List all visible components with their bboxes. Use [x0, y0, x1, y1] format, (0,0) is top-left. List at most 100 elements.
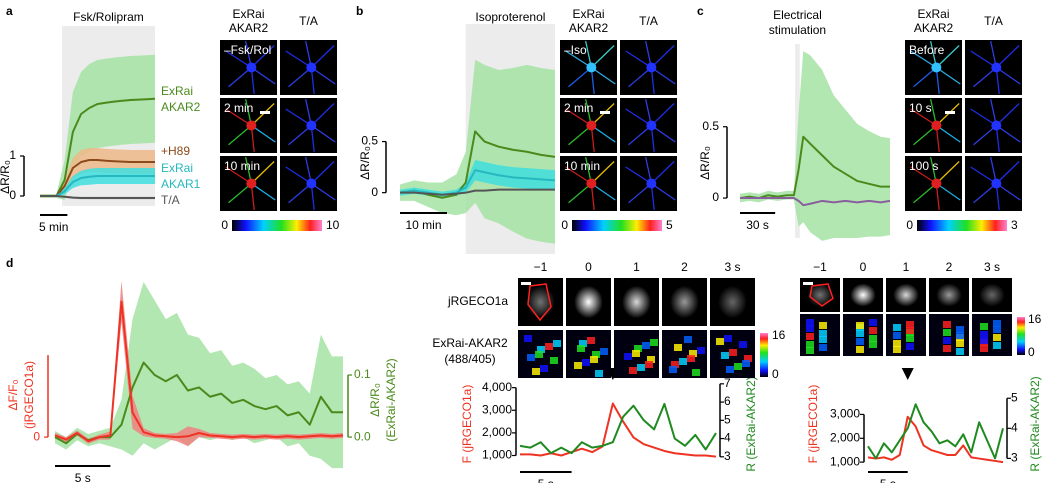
- ratio-pixel: [956, 326, 964, 333]
- ratio-pixel: [716, 338, 724, 345]
- data-line: [867, 403, 1004, 460]
- panel-letter: a: [6, 4, 13, 18]
- time-label: 1: [903, 260, 910, 274]
- row-label: jRGECO1a: [447, 294, 508, 308]
- neurite: [285, 108, 312, 127]
- ratio-pixel: [650, 339, 658, 346]
- colorbar: [232, 220, 322, 231]
- colorbar-label: 0: [906, 218, 913, 232]
- neurite: [625, 166, 652, 185]
- ratio-pixel: [869, 319, 877, 326]
- ratio-pixel: [724, 335, 732, 342]
- colorbar-label: 0: [221, 218, 228, 232]
- data-line: [520, 402, 717, 458]
- legend-label: +H89: [161, 144, 190, 158]
- colorbar-label: 16: [772, 328, 786, 342]
- colorbar: [1017, 317, 1025, 355]
- panel-letter: b: [356, 4, 363, 18]
- ratio-pixel: [697, 347, 705, 354]
- ratio-pixel: [595, 370, 603, 377]
- soma: [246, 120, 257, 131]
- soma: [931, 120, 942, 131]
- data-line: [739, 135, 890, 200]
- neurite: [590, 103, 615, 126]
- neurite: [910, 108, 937, 127]
- legend-label-line: AKAR2: [161, 100, 201, 114]
- ratio-pixel: [629, 367, 637, 374]
- error-band: [400, 159, 555, 198]
- soma: [246, 178, 257, 189]
- ratio-pixel: [943, 329, 951, 336]
- neurite: [935, 161, 960, 184]
- ratio-pixel: [869, 327, 877, 334]
- error-band: [740, 51, 890, 241]
- ratio-pixel: [806, 319, 814, 326]
- y-axis-label: ΔR/R₀: [358, 146, 372, 180]
- ratio-pixel: [721, 352, 729, 359]
- ratio-pixel: [856, 322, 864, 329]
- ratio-pixel: [906, 335, 914, 342]
- scale-bar-label: 5 s: [880, 477, 896, 483]
- tick-label: 0: [371, 185, 378, 199]
- column-header: ExRai AKAR2: [229, 7, 269, 35]
- y-axis-label-line: (jRGECO1a): [22, 361, 36, 429]
- ratio-pixel: [993, 342, 1001, 349]
- tick-label: 0.1: [354, 367, 371, 381]
- soma: [306, 120, 317, 131]
- row-label: 2 min: [224, 101, 253, 115]
- ratio-pixel: [893, 346, 901, 353]
- tick-label: 1,000: [830, 454, 860, 468]
- ratio-pixel: [893, 324, 901, 331]
- scale-bar-label: 10 min: [405, 218, 441, 232]
- stimulus-label: Isoproterenol: [475, 10, 545, 24]
- roi-outline: [527, 283, 552, 322]
- column-header: ExRai AKAR2: [569, 7, 609, 35]
- tick-label: 7: [724, 376, 731, 390]
- column-header-line: ExRai: [572, 7, 604, 21]
- neurite: [935, 103, 960, 126]
- neurite: [285, 50, 312, 69]
- soma: [306, 178, 317, 189]
- stimulus-label: Fsk/Rolipram: [73, 10, 144, 24]
- legend-label-line: ExRai: [161, 161, 193, 175]
- ratio-pixel: [687, 355, 695, 362]
- ratio-pixel: [590, 356, 598, 363]
- neurite: [225, 50, 252, 69]
- neurite: [995, 103, 1020, 126]
- ratio-pixel: [819, 330, 827, 337]
- ratio-pixel: [524, 335, 532, 342]
- time-label: 3 s: [984, 260, 1000, 274]
- time-label: 2: [946, 260, 953, 274]
- ratio-pixel: [906, 327, 914, 334]
- ratio-pixel: [806, 347, 814, 354]
- neurite: [995, 45, 1020, 68]
- time-label: 2: [681, 260, 688, 274]
- neurite: [565, 108, 592, 127]
- time-label: −1: [534, 260, 548, 274]
- tick-label: 0: [712, 190, 719, 204]
- calcium-signal: [670, 285, 699, 319]
- time-label: 1: [633, 260, 640, 274]
- ratio-pixel: [729, 349, 737, 356]
- soma: [246, 62, 257, 73]
- calcium-signal: [622, 285, 651, 319]
- ratio-pixel: [637, 364, 645, 371]
- calcium-signal: [718, 285, 747, 319]
- ratio-pixel: [674, 344, 682, 351]
- ratio-pixel: [545, 343, 553, 350]
- y-axis-label: ΔR/R₀: [698, 146, 712, 180]
- tick-label: 4: [1011, 420, 1018, 434]
- ratio-pixel: [744, 355, 752, 362]
- soma: [991, 120, 1002, 131]
- neurite: [590, 45, 615, 68]
- ratio-pixel: [806, 341, 814, 348]
- neurite: [650, 161, 675, 184]
- ratio-pixel: [993, 320, 1001, 327]
- ratio-pixel: [993, 326, 1001, 333]
- tick-label: 0.0: [354, 429, 371, 443]
- ratio-pixel: [579, 340, 587, 347]
- ratio-pixel: [956, 340, 964, 347]
- colorbar-label: 16: [1028, 312, 1042, 326]
- y-axis-label: ΔR/R₀: [0, 160, 12, 194]
